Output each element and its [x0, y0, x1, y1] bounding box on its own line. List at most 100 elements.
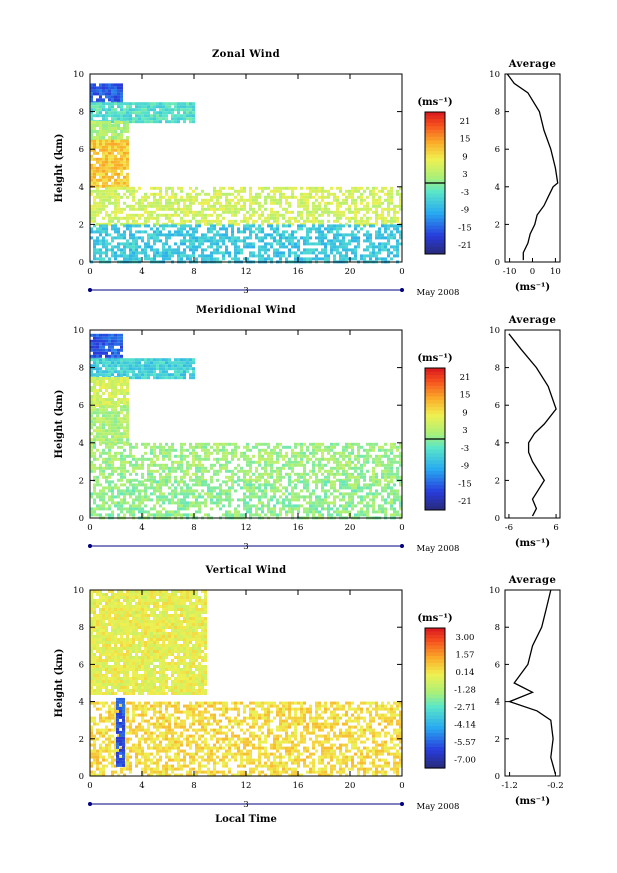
heatmap-cell [321, 186, 324, 190]
heatmap-cell [201, 501, 204, 505]
heatmap-cell [342, 192, 345, 196]
colorbar-tick-label: 3 [462, 170, 467, 180]
heatmap-cell [246, 216, 249, 220]
heatmap-cell [351, 448, 354, 452]
heatmap-cell [381, 486, 384, 490]
heatmap-cell [186, 192, 189, 196]
heatmap-cell [108, 354, 111, 358]
heatmap-cell [90, 181, 93, 185]
heatmap-cell [255, 475, 258, 479]
heatmap-cell [195, 257, 198, 261]
heatmap-cell [90, 492, 93, 496]
heatmap-cell [396, 472, 399, 476]
heatmap-cell [108, 504, 111, 508]
colorbar-segment [425, 410, 445, 415]
heatmap-cell [114, 504, 117, 508]
heatmap-cell [183, 222, 186, 226]
heatmap-cell [111, 417, 114, 421]
heatmap-cell [399, 233, 402, 237]
heatmap-cell [399, 230, 402, 234]
heatmap-cell [384, 472, 387, 476]
heatmap-cell [123, 495, 126, 499]
heatmap-cell [351, 486, 354, 490]
heatmap-cell [96, 389, 99, 392]
heatmap-cell [129, 254, 132, 258]
heatmap-cell [240, 204, 243, 208]
heatmap-cell [387, 475, 390, 479]
heatmap-cell [204, 213, 207, 217]
heatmap-cell [117, 438, 120, 442]
heatmap-cell [201, 254, 204, 258]
heatmap-cell [126, 151, 129, 155]
heatmap-cell [138, 492, 141, 496]
heatmap-cell [144, 483, 147, 487]
heatmap-cell [270, 466, 273, 470]
heatmap-cell [174, 448, 177, 452]
heatmap-cell [261, 189, 264, 193]
heatmap-cell [174, 242, 177, 246]
heatmap-cell [363, 504, 366, 508]
heatmap-cell [285, 504, 288, 508]
heatmap-cell [111, 189, 114, 193]
heatmap-cell [120, 420, 123, 424]
heatmap-cell [336, 219, 339, 223]
heatmap-cell [321, 251, 324, 255]
heatmap-cell [105, 442, 108, 446]
heatmap-cell [90, 671, 93, 674]
heatmap-cell [258, 501, 261, 505]
heatmap-cell [117, 254, 120, 258]
heatmap-cell [318, 227, 321, 231]
heatmap-cell [192, 201, 195, 205]
heatmap-cell [333, 495, 336, 499]
heatmap-cell [195, 195, 198, 199]
heatmap-cell [321, 513, 324, 517]
heatmap-cell [141, 483, 144, 487]
heatmap-cell [183, 102, 186, 106]
heatmap-cell [159, 483, 162, 487]
heatmap-cell [234, 472, 237, 476]
heatmap-cell [96, 632, 99, 635]
heatmap-cell [93, 605, 96, 608]
heatmap-cell [117, 227, 120, 231]
heatmap-cell [225, 198, 228, 202]
heatmap-cell [99, 617, 102, 620]
heatmap-cell [303, 469, 306, 473]
heatmap-cell [186, 108, 189, 112]
heatmap-cell [132, 486, 135, 490]
heatmap-cell [102, 605, 105, 608]
heatmap-cell [105, 145, 108, 149]
heatmap-cell [261, 507, 264, 511]
heatmap-cell [102, 361, 105, 365]
heatmap-cell [366, 204, 369, 208]
heatmap-cell [93, 442, 96, 446]
heatmap-cell [330, 239, 333, 243]
heatmap-cell [153, 224, 156, 228]
heatmap-cell [387, 210, 390, 214]
heatmap-cell [231, 469, 234, 473]
heatmap-cell [399, 195, 402, 199]
heatmap-cell [381, 510, 384, 514]
heatmap-cell [279, 495, 282, 499]
heatmap-cell [90, 98, 93, 102]
heatmap-cell [117, 392, 120, 395]
heatmap-cell [267, 498, 270, 502]
heatmap-cell [381, 245, 384, 249]
heatmap-cell [360, 186, 363, 190]
heatmap-cell [90, 169, 93, 173]
heatmap-cell [111, 489, 114, 493]
heatmap-cell [105, 370, 108, 374]
heatmap-cell [99, 692, 102, 695]
heatmap-cell [93, 617, 96, 620]
heatmap-cell [159, 224, 162, 228]
heatmap-cell [213, 227, 216, 231]
heatmap-cell [273, 513, 276, 517]
heatmap-cell [279, 448, 282, 452]
heatmap-cell [372, 201, 375, 205]
heatmap-cell [252, 472, 255, 476]
heatmap-cell [384, 510, 387, 514]
heatmap-cell [180, 230, 183, 234]
heatmap-cell [204, 239, 207, 243]
heatmap-cell [258, 442, 261, 446]
heatmap-cell [186, 495, 189, 499]
heatmap-cell [102, 620, 105, 623]
